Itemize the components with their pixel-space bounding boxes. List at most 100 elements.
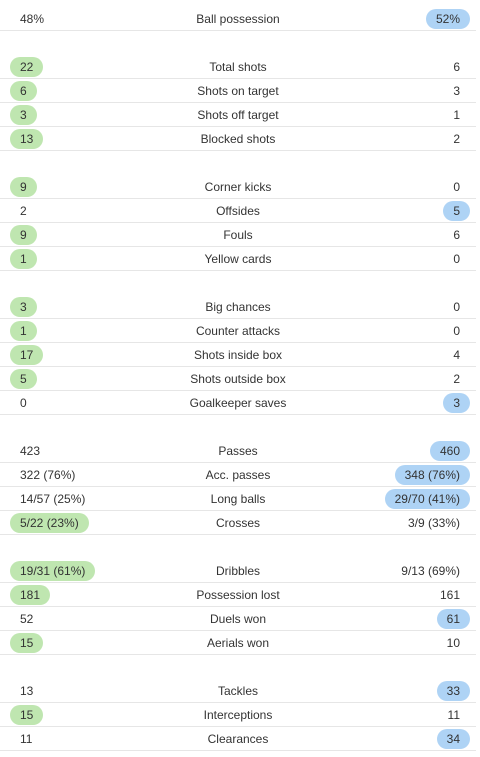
home-value: 9 xyxy=(10,177,37,197)
stat-row: Shots on target 6 3 xyxy=(0,79,476,103)
home-value: 11 xyxy=(20,732,33,746)
away-value: 348 (76%) xyxy=(394,465,470,485)
home-value: 5 xyxy=(10,369,37,389)
stat-row: Tackles 13 33 xyxy=(0,679,476,703)
stat-label: Blocked shots xyxy=(200,131,276,146)
home-value: 17 xyxy=(10,345,44,365)
stat-group: Dribbles 19/31 (61%) 9/13 (69%) Possession … xyxy=(0,559,476,655)
home-value: 0 xyxy=(20,396,27,410)
stat-label: Big chances xyxy=(205,299,271,314)
home-value: 14/57 (25%) xyxy=(20,492,86,506)
stat-label: Total shots xyxy=(209,59,267,74)
stat-row: Blocked shots 13 2 xyxy=(0,127,476,151)
stat-row: Fouls 9 6 xyxy=(0,223,476,247)
away-value: 2 xyxy=(453,372,460,386)
stat-group: Corner kicks 9 0 Offsides 2 5 Fouls 9 6 Yellow ca… xyxy=(0,175,476,271)
stat-label: Possession lost xyxy=(196,587,280,602)
away-value: 6 xyxy=(453,228,460,242)
home-value: 13 xyxy=(10,129,44,149)
home-value: 15 xyxy=(10,633,44,653)
away-value: 29/70 (41%) xyxy=(384,489,470,509)
home-value: 3 xyxy=(10,297,37,317)
stat-row: Goalkeeper saves 0 3 xyxy=(0,391,476,415)
stat-row: Acc. passes 322 (76%) 348 (76%) xyxy=(0,463,476,487)
away-value: 460 xyxy=(429,441,470,461)
stat-row: Big chances 3 0 xyxy=(0,295,476,319)
home-value: 22 xyxy=(10,57,44,77)
stat-label: Duels won xyxy=(209,611,267,626)
stat-row: Offsides 2 5 xyxy=(0,199,476,223)
home-value: 3 xyxy=(10,105,37,125)
stat-row: Aerials won 15 10 xyxy=(0,631,476,655)
stat-label: Shots on target xyxy=(197,83,279,98)
stat-row: Possession lost 181 161 xyxy=(0,583,476,607)
home-value: 322 (76%) xyxy=(20,468,76,482)
stat-row: Yellow cards 1 0 xyxy=(0,247,476,271)
stat-label: Tackles xyxy=(217,683,258,698)
stat-row: Long balls 14/57 (25%) 29/70 (41%) xyxy=(0,487,476,511)
home-value: 52 xyxy=(20,612,34,626)
stat-label: Offsides xyxy=(216,203,260,218)
home-value: 15 xyxy=(10,705,44,725)
stat-label: Goalkeeper saves xyxy=(189,395,287,410)
away-value: 11 xyxy=(447,708,460,722)
home-value: 9 xyxy=(10,225,37,245)
stat-label: Aerials won xyxy=(206,635,270,650)
away-value: 161 xyxy=(439,588,460,602)
stat-label: Shots outside box xyxy=(190,371,286,386)
home-value: 5/22 (23%) xyxy=(10,513,89,533)
stat-label: Corner kicks xyxy=(204,179,272,194)
away-value: 0 xyxy=(453,324,460,338)
stat-row: Dribbles 19/31 (61%) 9/13 (69%) xyxy=(0,559,476,583)
stat-row: Shots inside box 17 4 xyxy=(0,343,476,367)
away-value: 1 xyxy=(453,108,460,122)
stat-row: Passes 423 460 xyxy=(0,439,476,463)
stat-label: Yellow cards xyxy=(204,251,272,266)
stat-label: Counter attacks xyxy=(195,323,281,338)
away-value: 34 xyxy=(436,729,470,749)
home-value: 181 xyxy=(10,585,51,605)
stat-row: Shots off target 3 1 xyxy=(0,103,476,127)
stat-group: Passes 423 460 Acc. passes 322 (76%) 348 (76%… xyxy=(0,439,476,535)
home-value: 423 xyxy=(20,444,41,458)
away-value: 5 xyxy=(443,201,470,221)
stat-label: Shots off target xyxy=(197,107,279,122)
stat-label: Shots inside box xyxy=(193,347,283,362)
away-value: 0 xyxy=(453,300,460,314)
stat-label: Fouls xyxy=(223,227,253,242)
stat-row: Interceptions 15 11 xyxy=(0,703,476,727)
stat-row: Counter attacks 1 0 xyxy=(0,319,476,343)
stat-label: Ball possession xyxy=(196,11,280,26)
away-value: 0 xyxy=(453,252,460,266)
away-value: 61 xyxy=(436,609,470,629)
away-value: 9/13 (69%) xyxy=(401,564,460,578)
away-value: 10 xyxy=(446,636,460,650)
home-value: 1 xyxy=(10,249,37,269)
stat-row: Crosses 5/22 (23%) 3/9 (33%) xyxy=(0,511,476,535)
home-value: 6 xyxy=(10,81,37,101)
away-value: 2 xyxy=(453,132,460,146)
home-value: 13 xyxy=(20,684,34,698)
stat-group: Total shots 22 6 Shots on target 6 3 Shots off… xyxy=(0,55,476,151)
stat-group: Big chances 3 0 Counter attacks 1 0 Shots insi… xyxy=(0,295,476,415)
home-value: 1 xyxy=(10,321,37,341)
home-value: 48% xyxy=(20,12,45,26)
stat-row: Total shots 22 6 xyxy=(0,55,476,79)
away-value: 3/9 (33%) xyxy=(407,516,460,530)
away-value: 52% xyxy=(425,9,470,29)
stat-row: Duels won 52 61 xyxy=(0,607,476,631)
away-value: 0 xyxy=(453,180,460,194)
stat-label: Passes xyxy=(218,443,258,458)
stat-row: Shots outside box 5 2 xyxy=(0,367,476,391)
stat-label: Clearances xyxy=(207,731,269,746)
stat-group: Ball possession 48% 52% xyxy=(0,7,476,31)
stat-row: Ball possession 48% 52% xyxy=(0,7,476,31)
away-value: 3 xyxy=(443,393,470,413)
away-value: 33 xyxy=(436,681,470,701)
home-value: 19/31 (61%) xyxy=(10,561,96,581)
stat-group: Tackles 13 33 Interceptions 15 11 Clearances 11… xyxy=(0,679,476,751)
away-value: 4 xyxy=(453,348,460,362)
away-value: 3 xyxy=(453,84,460,98)
stat-row: Corner kicks 9 0 xyxy=(0,175,476,199)
